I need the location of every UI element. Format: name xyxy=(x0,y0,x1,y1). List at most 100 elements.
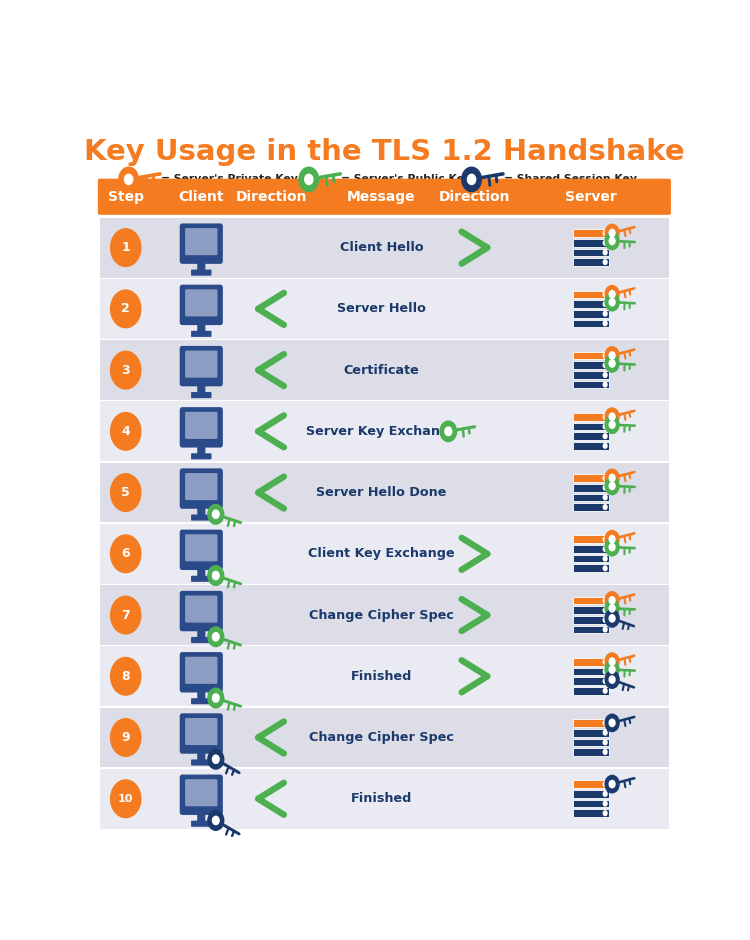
Circle shape xyxy=(609,475,615,481)
Circle shape xyxy=(603,801,607,806)
Circle shape xyxy=(609,666,615,673)
Circle shape xyxy=(299,167,319,192)
Text: 3: 3 xyxy=(122,364,130,377)
FancyBboxPatch shape xyxy=(180,224,223,264)
Circle shape xyxy=(445,427,452,435)
FancyBboxPatch shape xyxy=(572,739,609,746)
FancyBboxPatch shape xyxy=(185,473,218,500)
Circle shape xyxy=(212,694,219,702)
Circle shape xyxy=(609,719,615,727)
Circle shape xyxy=(605,776,619,792)
FancyBboxPatch shape xyxy=(572,371,609,379)
FancyBboxPatch shape xyxy=(185,779,218,807)
FancyBboxPatch shape xyxy=(197,505,206,516)
Circle shape xyxy=(603,556,607,561)
Circle shape xyxy=(609,597,615,604)
Circle shape xyxy=(124,174,133,184)
Circle shape xyxy=(609,421,615,429)
Circle shape xyxy=(609,604,615,612)
Text: = Server's Public Key: = Server's Public Key xyxy=(340,175,471,184)
Text: 10: 10 xyxy=(118,793,134,804)
Circle shape xyxy=(603,311,607,316)
FancyBboxPatch shape xyxy=(572,809,609,817)
Circle shape xyxy=(603,669,607,674)
Text: Client Hello: Client Hello xyxy=(340,242,423,254)
Circle shape xyxy=(603,302,607,306)
Circle shape xyxy=(603,415,607,419)
FancyBboxPatch shape xyxy=(572,687,609,695)
FancyBboxPatch shape xyxy=(572,748,609,756)
Text: Certificate: Certificate xyxy=(344,364,419,377)
Circle shape xyxy=(603,782,607,787)
FancyBboxPatch shape xyxy=(180,652,223,693)
FancyBboxPatch shape xyxy=(100,586,669,645)
FancyBboxPatch shape xyxy=(572,300,609,308)
FancyBboxPatch shape xyxy=(191,392,211,399)
Circle shape xyxy=(605,591,619,609)
Text: 7: 7 xyxy=(122,608,130,621)
Circle shape xyxy=(118,167,139,192)
FancyBboxPatch shape xyxy=(197,628,206,638)
FancyBboxPatch shape xyxy=(191,698,211,704)
FancyBboxPatch shape xyxy=(572,616,609,624)
FancyBboxPatch shape xyxy=(572,442,609,449)
FancyBboxPatch shape xyxy=(197,260,206,271)
FancyBboxPatch shape xyxy=(572,791,609,798)
Circle shape xyxy=(110,474,141,511)
FancyBboxPatch shape xyxy=(572,597,609,604)
Circle shape xyxy=(603,259,607,264)
FancyBboxPatch shape xyxy=(100,340,669,400)
Text: Server Hello Done: Server Hello Done xyxy=(316,486,447,499)
FancyBboxPatch shape xyxy=(191,575,211,582)
Circle shape xyxy=(208,505,224,525)
FancyBboxPatch shape xyxy=(572,229,609,237)
Circle shape xyxy=(605,354,619,372)
Circle shape xyxy=(609,658,615,666)
Text: Server Hello: Server Hello xyxy=(337,303,426,316)
FancyBboxPatch shape xyxy=(572,545,609,553)
Circle shape xyxy=(212,755,219,763)
Circle shape xyxy=(462,167,482,192)
Circle shape xyxy=(609,482,615,490)
Text: Finished: Finished xyxy=(351,670,412,682)
Circle shape xyxy=(609,536,615,542)
Circle shape xyxy=(605,610,619,627)
Circle shape xyxy=(603,740,607,744)
Circle shape xyxy=(603,537,607,541)
FancyBboxPatch shape xyxy=(572,606,609,614)
Text: Key Usage in the TLS 1.2 Handshake: Key Usage in the TLS 1.2 Handshake xyxy=(84,138,685,166)
Text: 5: 5 xyxy=(122,486,130,499)
Circle shape xyxy=(605,539,619,556)
FancyBboxPatch shape xyxy=(572,800,609,807)
Circle shape xyxy=(467,174,476,184)
FancyBboxPatch shape xyxy=(572,413,609,421)
FancyBboxPatch shape xyxy=(185,228,218,256)
FancyBboxPatch shape xyxy=(185,534,218,561)
FancyBboxPatch shape xyxy=(197,444,206,455)
Circle shape xyxy=(603,679,607,683)
Circle shape xyxy=(603,505,607,509)
FancyBboxPatch shape xyxy=(572,320,609,327)
Circle shape xyxy=(605,469,619,487)
Circle shape xyxy=(609,290,615,298)
FancyBboxPatch shape xyxy=(191,270,211,275)
Circle shape xyxy=(110,352,141,389)
FancyBboxPatch shape xyxy=(191,821,211,827)
Circle shape xyxy=(603,811,607,816)
Circle shape xyxy=(609,360,615,368)
FancyBboxPatch shape xyxy=(100,769,669,829)
Circle shape xyxy=(603,608,607,613)
Circle shape xyxy=(603,485,607,490)
Circle shape xyxy=(603,434,607,438)
Text: 1: 1 xyxy=(122,242,130,254)
FancyBboxPatch shape xyxy=(185,351,218,378)
Text: = Shared Session Key: = Shared Session Key xyxy=(503,175,637,184)
Circle shape xyxy=(440,421,457,442)
FancyBboxPatch shape xyxy=(185,718,218,745)
Circle shape xyxy=(212,510,219,519)
Circle shape xyxy=(605,530,619,548)
FancyBboxPatch shape xyxy=(180,346,223,386)
FancyBboxPatch shape xyxy=(572,719,609,727)
Circle shape xyxy=(603,321,607,325)
Circle shape xyxy=(603,688,607,693)
